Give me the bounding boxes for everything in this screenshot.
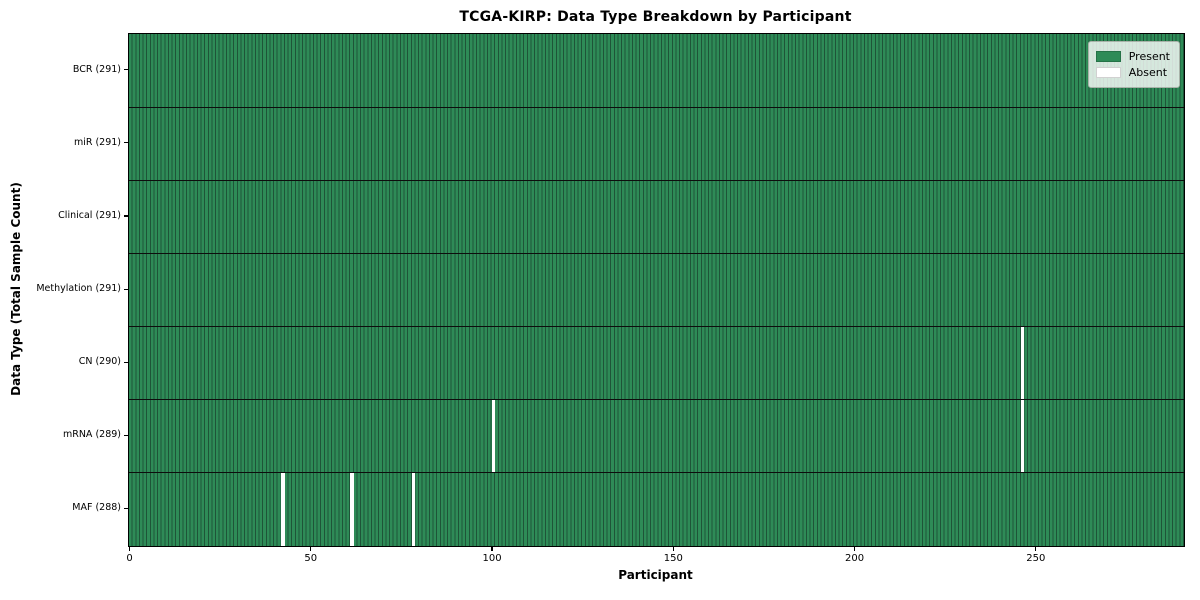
row-separator xyxy=(129,472,1184,474)
legend-swatch-present-icon xyxy=(1095,51,1121,62)
y-tick-mark xyxy=(124,69,128,71)
absent-gap-MAF-61 xyxy=(350,472,354,546)
legend-label-absent: Absent xyxy=(1128,66,1168,79)
x-tick-label-50: 50 xyxy=(304,553,318,564)
x-tick-mark xyxy=(1035,546,1037,551)
x-tick-label-0: 0 xyxy=(126,553,133,564)
absent-gap-CN-246 xyxy=(1020,326,1025,400)
y-tick-mark xyxy=(124,507,128,510)
x-tick-label-200: 200 xyxy=(845,553,865,564)
y-tick-mark xyxy=(124,142,128,144)
legend-swatch-absent-icon xyxy=(1095,67,1121,78)
y-tick-label-BCR: BCR (291) xyxy=(72,63,121,75)
row-separator xyxy=(129,325,1184,328)
x-tick-mark xyxy=(491,546,493,551)
x-tick-mark xyxy=(853,546,856,551)
y-tick-label-MAF: MAF (288) xyxy=(72,502,121,514)
row-separator xyxy=(129,106,1184,108)
x-tick-mark xyxy=(128,546,131,551)
legend-item-absent: Absent xyxy=(1095,66,1170,79)
y-tick-label-Methylation: Methylation (291) xyxy=(36,283,121,294)
row-separator xyxy=(129,179,1184,181)
legend-label-present: Present xyxy=(1128,50,1170,63)
y-tick-mark xyxy=(124,288,128,290)
y-tick-label-miR: miR (291) xyxy=(73,136,121,148)
y-tick-mark xyxy=(124,434,128,436)
row-separator xyxy=(129,252,1184,255)
y-tick-label-mRNA: mRNA (289) xyxy=(62,429,121,441)
y-tick-mark xyxy=(124,215,128,217)
x-tick-label-250: 250 xyxy=(1026,553,1046,564)
legend-item-present: Present xyxy=(1095,50,1170,63)
absent-gap-MAF-42 xyxy=(281,472,285,546)
chart-title: TCGA-KIRP: Data Type Breakdown by Partic… xyxy=(459,9,852,25)
x-tick-mark xyxy=(310,546,312,551)
y-tick-mark xyxy=(124,361,128,363)
absent-gap-MAF-78 xyxy=(411,472,416,546)
y-tick-label-Clinical: Clinical (291) xyxy=(58,209,121,221)
plot-area: Present Absent xyxy=(128,33,1185,547)
x-tick-label-100: 100 xyxy=(482,553,502,564)
x-tick-mark xyxy=(672,546,674,551)
absent-gap-mRNA-246 xyxy=(1020,399,1025,473)
y-tick-label-CN: CN (290) xyxy=(78,356,121,368)
absent-gap-mRNA-100 xyxy=(491,399,496,473)
x-tick-label-150: 150 xyxy=(663,553,683,564)
x-axis-title: Participant xyxy=(618,568,693,582)
row-separator xyxy=(129,399,1184,401)
legend: Present Absent xyxy=(1087,41,1180,88)
